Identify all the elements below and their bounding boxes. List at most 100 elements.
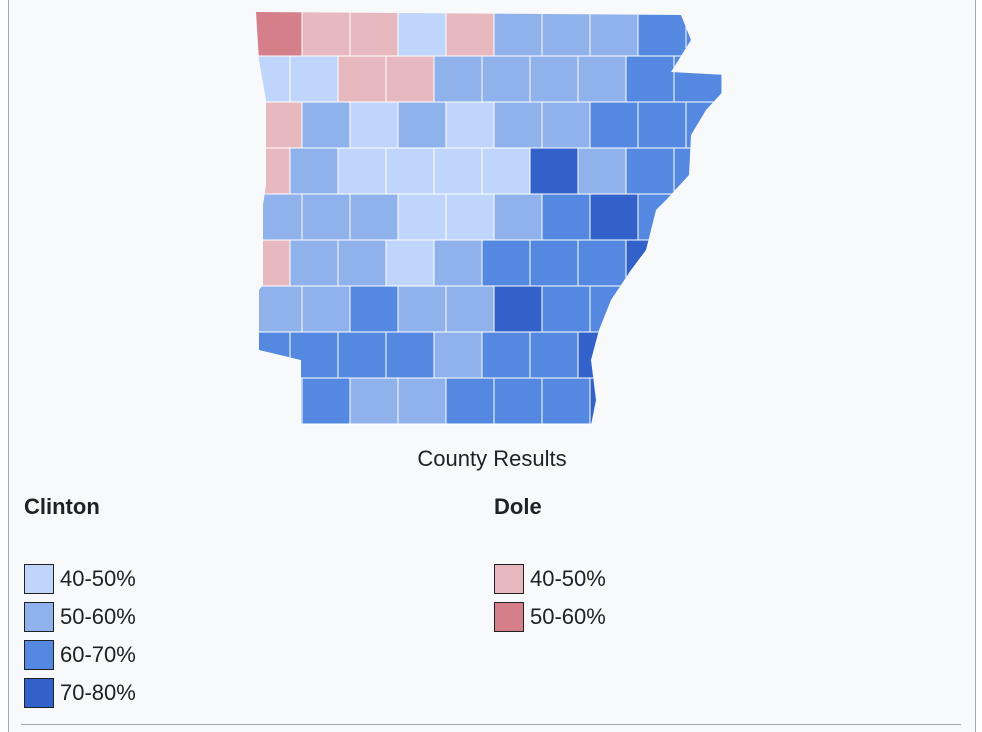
county: [493, 101, 543, 149]
county: [256, 285, 303, 333]
legend-item: 60-70%: [24, 636, 136, 674]
legend-label: 50-60%: [530, 604, 606, 629]
county: [301, 101, 351, 149]
legend-group: Clinton 40-50% 50-60% 60-70% 70-80%: [24, 494, 136, 712]
county: [349, 193, 399, 241]
county: [397, 377, 447, 425]
county: [481, 331, 531, 379]
county: [301, 193, 351, 241]
county: [493, 193, 543, 241]
legend-label: 70-80%: [60, 680, 136, 705]
county: [541, 377, 591, 425]
county: [589, 101, 639, 149]
county: [637, 285, 687, 333]
county: [433, 147, 483, 195]
county: [349, 285, 399, 333]
county-map: [256, 12, 729, 425]
county: [289, 147, 339, 195]
county: [385, 147, 435, 195]
county: [289, 239, 339, 287]
county: [481, 147, 531, 195]
county: [541, 101, 591, 149]
county: [625, 147, 675, 195]
county: [685, 377, 729, 425]
county: [529, 147, 579, 195]
map-caption: County Results: [417, 446, 567, 471]
county: [589, 377, 639, 425]
county: [256, 101, 303, 149]
county: [337, 147, 387, 195]
county: [337, 239, 387, 287]
legend-group: Dole 40-50% 50-60%: [494, 494, 606, 636]
county: [301, 377, 351, 425]
county: [445, 12, 495, 57]
legend-label: 50-60%: [60, 604, 136, 629]
legend-swatch: [24, 564, 54, 594]
legend-label: 60-70%: [60, 642, 136, 667]
legend-item: 40-50%: [24, 560, 136, 598]
county: [541, 193, 591, 241]
county: [577, 55, 627, 103]
county: [637, 377, 687, 425]
county: [337, 331, 387, 379]
county: [349, 12, 399, 57]
county: [685, 101, 729, 149]
county: [445, 101, 495, 149]
county: [577, 331, 627, 379]
legend-item: 50-60%: [494, 598, 606, 636]
county: [337, 55, 387, 103]
legend-title: Clinton: [24, 494, 100, 519]
divider: [21, 724, 961, 725]
county: [493, 377, 543, 425]
county: [673, 239, 723, 287]
county: [541, 285, 591, 333]
county: [445, 193, 495, 241]
counties: [256, 12, 729, 425]
county: [385, 239, 435, 287]
county: [637, 101, 687, 149]
legend-item: 70-80%: [24, 674, 136, 712]
county: [577, 147, 627, 195]
county: [493, 285, 543, 333]
legend-label: 40-50%: [530, 566, 606, 591]
county: [673, 331, 723, 379]
county: [349, 101, 399, 149]
legend-label: 40-50%: [60, 566, 136, 591]
legend-title: Dole: [494, 494, 542, 519]
county: [529, 55, 579, 103]
county: [349, 377, 399, 425]
county: [481, 239, 531, 287]
county: [433, 55, 483, 103]
county: [685, 12, 729, 57]
county: [445, 377, 495, 425]
county: [301, 12, 351, 57]
legend-swatch: [24, 640, 54, 670]
county: [397, 285, 447, 333]
county: [385, 55, 435, 103]
county: [637, 12, 687, 57]
county: [433, 331, 483, 379]
county: [397, 193, 447, 241]
legend-swatch: [24, 602, 54, 632]
infobox: County Results Clinton 40-50% 50-60% 60-70%…: [8, 0, 976, 732]
county: [397, 101, 447, 149]
county: [481, 55, 531, 103]
county: [589, 12, 639, 57]
county: [529, 239, 579, 287]
county: [256, 12, 303, 57]
county: [256, 193, 303, 241]
legend-swatch: [24, 678, 54, 708]
county: [685, 285, 729, 333]
county: [577, 239, 627, 287]
county: [673, 55, 723, 103]
county: [541, 12, 591, 57]
county: [625, 55, 675, 103]
legend-swatch: [494, 602, 524, 632]
county: [256, 377, 303, 425]
county: [673, 147, 723, 195]
county: [397, 12, 447, 57]
county: [685, 193, 729, 241]
legend-item: 40-50%: [494, 560, 606, 598]
county: [637, 193, 687, 241]
